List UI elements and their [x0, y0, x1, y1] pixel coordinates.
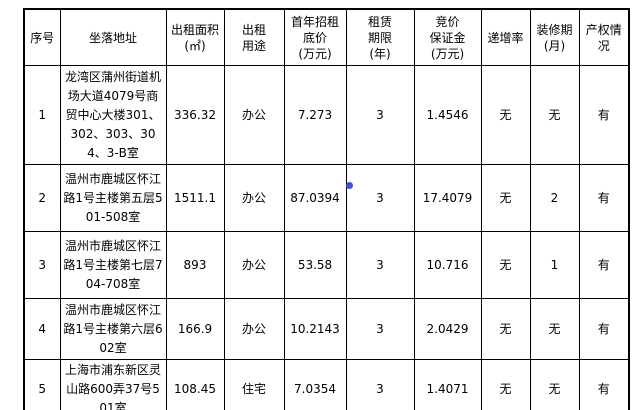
cell-area: 108.45 — [165, 359, 225, 410]
cell-usage: 住宅 — [223, 359, 285, 410]
table-row: 4 温州市鹿城区怀江路1号主楼第六层602室 166.9 办公 10.2143 3 2.04… — [23, 298, 630, 360]
cell-deposit: 10.716 — [413, 231, 482, 299]
cell-index: 3 — [23, 231, 61, 299]
cell-area: 1511.1 — [165, 164, 225, 232]
cell-index: 1 — [23, 65, 61, 165]
cell-term: 3 — [345, 65, 415, 165]
cell-base_price: 53.58 — [283, 231, 347, 299]
cell-increment: 无 — [480, 65, 531, 165]
cell-deposit: 17.4079 — [413, 164, 482, 232]
header-increment: 递增率 — [480, 8, 531, 66]
cell-renovation: 无 — [529, 65, 580, 165]
cell-deposit: 1.4546 — [413, 65, 482, 165]
table-row: 2 温州市鹿城区怀江路1号主楼第五层501-508室 1511.1 办公 87.0394… — [23, 164, 630, 232]
cell-index: 5 — [23, 359, 61, 410]
cell-deposit: 2.0429 — [413, 298, 482, 360]
cell-index: 2 — [23, 164, 61, 232]
cell-increment: 无 — [480, 231, 531, 299]
cell-renovation: 无 — [529, 359, 580, 410]
cell-usage: 办公 — [223, 231, 285, 299]
cell-ownership: 有 — [578, 298, 630, 360]
cell-term: 3 — [345, 298, 415, 360]
cell-base_price: 7.273 — [283, 65, 347, 165]
cell-increment: 无 — [480, 164, 531, 232]
cell-base_price: 10.2143 — [283, 298, 347, 360]
cell-renovation: 2 — [529, 164, 580, 232]
cell-address: 温州市鹿城区怀江路1号主楼第六层602室 — [59, 298, 167, 360]
cell-renovation: 无 — [529, 298, 580, 360]
header-ownership: 产权情况 — [578, 8, 630, 66]
header-deposit: 竞价 保证金 (万元) — [413, 8, 482, 66]
cell-renovation: 1 — [529, 231, 580, 299]
cell-area: 336.32 — [165, 65, 225, 165]
table-row: 1 龙湾区蒲州街道机场大道4079号商贸中心大楼301、302、303、304、3… — [23, 65, 630, 165]
cell-usage: 办公 — [223, 65, 285, 165]
lease-listing-table: 序号 坐落地址 出租面积 (㎡) 出租 用途 首年招租 底价 (万元) 租赁 期… — [23, 8, 630, 410]
cell-base_price: 7.0354 — [283, 359, 347, 410]
cell-term: 3 — [345, 164, 415, 232]
cell-ownership: 有 — [578, 231, 630, 299]
table-row: 3 温州市鹿城区怀江路1号主楼第七层704-708室 893 办公 53.58 3 10.7… — [23, 231, 630, 299]
table-body: 1 龙湾区蒲州街道机场大道4079号商贸中心大楼301、302、303、304、3… — [23, 65, 630, 410]
cell-usage: 办公 — [223, 164, 285, 232]
cell-base_price: 87.0394 — [283, 164, 347, 232]
header-address: 坐落地址 — [59, 8, 167, 66]
table-header: 序号 坐落地址 出租面积 (㎡) 出租 用途 首年招租 底价 (万元) 租赁 期… — [23, 8, 630, 66]
header-row: 序号 坐落地址 出租面积 (㎡) 出租 用途 首年招租 底价 (万元) 租赁 期… — [23, 8, 630, 66]
cell-index: 4 — [23, 298, 61, 360]
cell-address: 温州市鹿城区怀江路1号主楼第五层501-508室 — [59, 164, 167, 232]
cell-area: 166.9 — [165, 298, 225, 360]
cell-usage: 办公 — [223, 298, 285, 360]
header-term: 租赁 期限 (年) — [345, 8, 415, 66]
cell-term: 3 — [345, 359, 415, 410]
blue-dot-marker — [346, 182, 353, 189]
cell-address: 上海市浦东新区灵山路600弄37号501室 — [59, 359, 167, 410]
header-renovation: 装修期 (月) — [529, 8, 580, 66]
table-row: 5 上海市浦东新区灵山路600弄37号501室 108.45 住宅 7.0354 3 1.4… — [23, 359, 630, 410]
cell-address: 龙湾区蒲州街道机场大道4079号商贸中心大楼301、302、303、304、3-… — [59, 65, 167, 165]
cell-ownership: 有 — [578, 164, 630, 232]
header-usage: 出租 用途 — [223, 8, 285, 66]
cell-ownership: 有 — [578, 65, 630, 165]
cell-increment: 无 — [480, 359, 531, 410]
cell-term: 3 — [345, 231, 415, 299]
cell-increment: 无 — [480, 298, 531, 360]
cell-area: 893 — [165, 231, 225, 299]
header-base-price: 首年招租 底价 (万元) — [283, 8, 347, 66]
cell-ownership: 有 — [578, 359, 630, 410]
header-index: 序号 — [23, 8, 61, 66]
cell-deposit: 1.4071 — [413, 359, 482, 410]
header-area: 出租面积 (㎡) — [165, 8, 225, 66]
cell-address: 温州市鹿城区怀江路1号主楼第七层704-708室 — [59, 231, 167, 299]
